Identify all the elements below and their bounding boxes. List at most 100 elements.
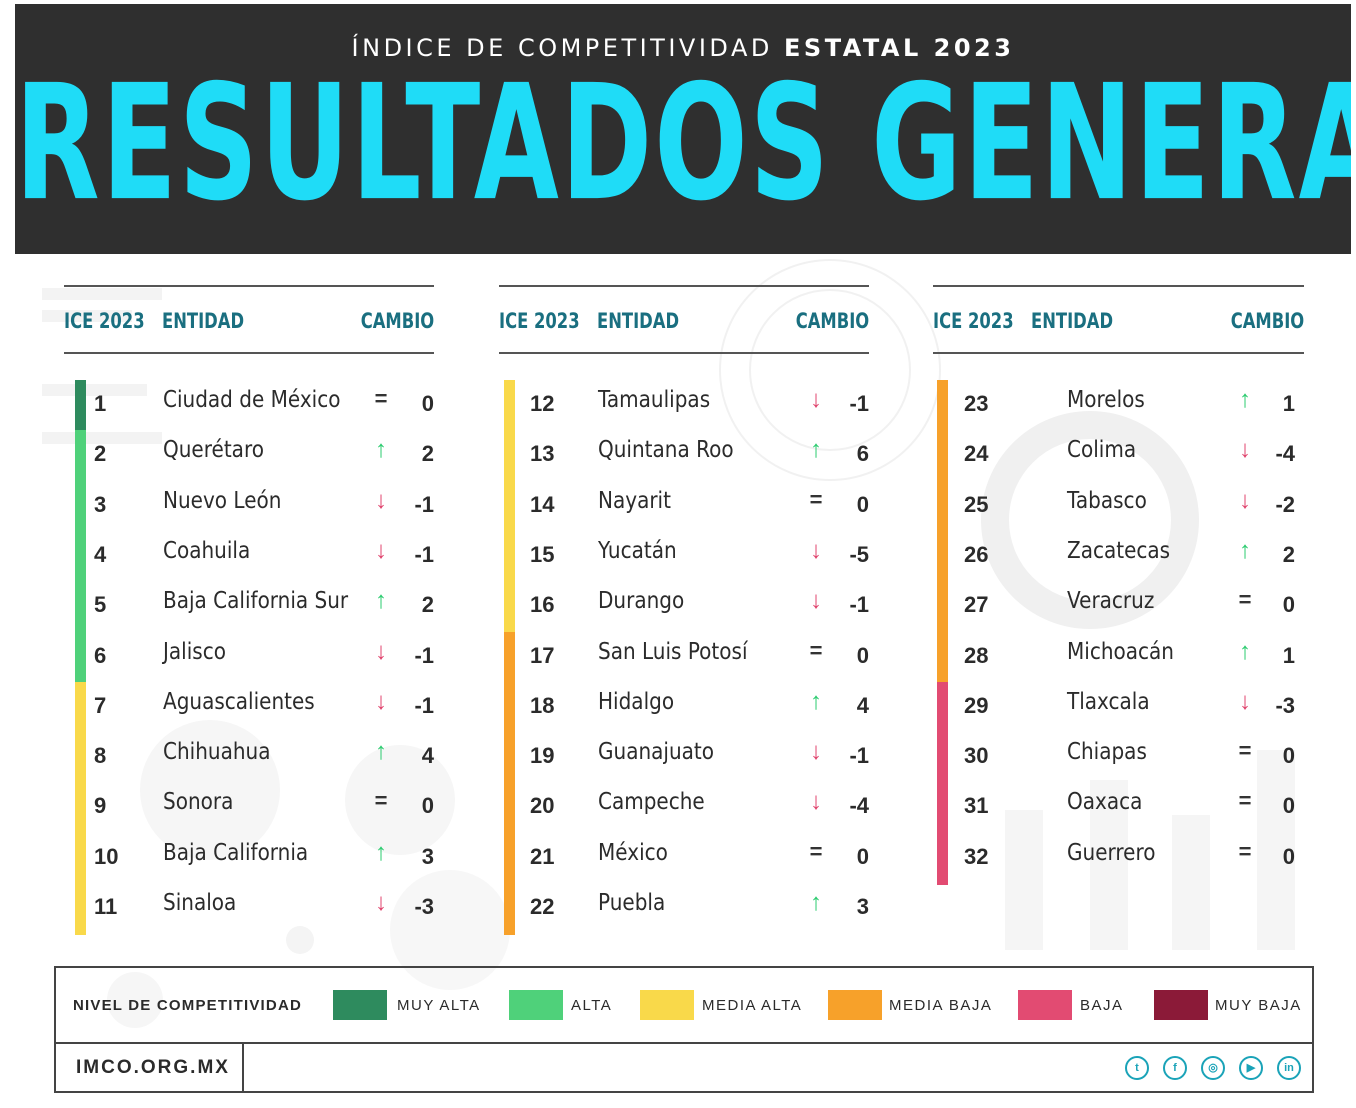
header-entity: ENTIDAD xyxy=(162,309,245,333)
level-bar xyxy=(75,380,86,432)
change-value: 3 xyxy=(421,844,434,869)
ranking-column-3: ICE 2023 ENTIDAD CAMBIO xyxy=(933,285,1304,354)
table-row: 4 Coahuila ↓ -1 xyxy=(64,527,436,583)
legend-title: NIVEL DE COMPETITIVIDAD xyxy=(73,997,303,1014)
level-bar xyxy=(937,481,948,533)
legend-swatch-media-alta xyxy=(640,990,694,1020)
entity-name: Chihuahua xyxy=(163,739,271,765)
table-row: 10 Baja California ↑ 3 xyxy=(64,829,436,885)
change-value: -4 xyxy=(849,793,869,818)
twitter-icon[interactable]: t xyxy=(1125,1056,1149,1080)
table-row: 29 Tlaxcala ↓ -3 xyxy=(933,678,1305,734)
linkedin-icon[interactable]: in xyxy=(1277,1056,1301,1080)
legend-swatch-media-baja xyxy=(828,990,882,1020)
level-bar xyxy=(937,682,948,734)
column-header: ICE 2023 ENTIDAD CAMBIO xyxy=(499,285,869,354)
level-bar xyxy=(937,380,948,432)
legend-swatch-muy-alta xyxy=(333,990,387,1020)
equal-icon: = xyxy=(1238,587,1252,612)
entity-name: Baja California Sur xyxy=(163,588,349,614)
arrow-up-icon: ↑ xyxy=(375,839,387,866)
rank-number: 24 xyxy=(964,441,989,466)
rank-number: 21 xyxy=(530,844,555,869)
rank-number: 10 xyxy=(94,844,119,869)
footer-divider xyxy=(242,1042,244,1093)
level-bar xyxy=(504,380,515,432)
page-title: RESULTADOS GENERALES xyxy=(15,50,1351,236)
table-row: 27 Veracruz = 0 xyxy=(933,577,1305,633)
change-value: -3 xyxy=(1275,693,1295,718)
header-rank: ICE 2023 xyxy=(64,309,145,333)
rank-number: 4 xyxy=(94,542,107,567)
subtitle-light: ÍNDICE DE COMPETITIVIDAD xyxy=(351,34,773,62)
arrow-down-icon: ↓ xyxy=(375,638,387,665)
rank-number: 5 xyxy=(94,592,107,617)
level-bar xyxy=(937,782,948,834)
site-link[interactable]: IMCO.ORG.MX xyxy=(76,1057,230,1078)
column-header: ICE 2023 ENTIDAD CAMBIO xyxy=(64,285,434,354)
change-value: 0 xyxy=(1282,592,1295,617)
level-bar xyxy=(504,531,515,583)
table-row: 19 Guanajuato ↓ -1 xyxy=(499,728,871,784)
entity-name: Durango xyxy=(598,588,685,614)
arrow-up-icon: ↑ xyxy=(810,889,822,916)
change-value: 0 xyxy=(421,391,434,416)
change-value: 4 xyxy=(421,743,434,768)
change-value: 0 xyxy=(421,793,434,818)
column-header: ICE 2023 ENTIDAD CAMBIO xyxy=(933,285,1304,354)
instagram-icon[interactable]: ◎ xyxy=(1201,1056,1225,1080)
equal-icon: = xyxy=(809,487,823,512)
level-bar xyxy=(937,732,948,784)
arrow-down-icon: ↓ xyxy=(810,537,822,564)
header-subtitle: ÍNDICE DE COMPETITIVIDAD ESTATAL 2023 xyxy=(15,34,1351,62)
entity-name: Sonora xyxy=(163,789,234,815)
entity-name: Oaxaca xyxy=(1067,789,1143,815)
table-row: 21 México = 0 xyxy=(499,829,871,885)
entity-name: Tabasco xyxy=(1067,488,1147,514)
arrow-up-icon: ↑ xyxy=(1239,386,1251,413)
facebook-icon[interactable]: f xyxy=(1163,1056,1187,1080)
level-bar xyxy=(504,430,515,482)
rank-number: 1 xyxy=(94,391,107,416)
change-value: 0 xyxy=(856,492,869,517)
arrow-up-icon: ↑ xyxy=(1239,638,1251,665)
arrow-up-icon: ↑ xyxy=(810,688,822,715)
change-value: -1 xyxy=(414,693,434,718)
table-row: 14 Nayarit = 0 xyxy=(499,477,871,533)
change-value: 6 xyxy=(856,441,869,466)
header-rank: ICE 2023 xyxy=(933,309,1014,333)
youtube-icon[interactable]: ▶ xyxy=(1239,1056,1263,1080)
ranking-column-1: ICE 2023 ENTIDAD CAMBIO xyxy=(64,285,434,354)
equal-icon: = xyxy=(1238,788,1252,813)
rank-number: 25 xyxy=(964,492,989,517)
change-value: -1 xyxy=(414,492,434,517)
entity-name: Aguascalientes xyxy=(163,689,315,715)
change-value: 2 xyxy=(1282,542,1295,567)
table-row: 3 Nuevo León ↓ -1 xyxy=(64,477,436,533)
table-row: 8 Chihuahua ↑ 4 xyxy=(64,728,436,784)
table-row: 26 Zacatecas ↑ 2 xyxy=(933,527,1305,583)
change-value: 0 xyxy=(856,643,869,668)
header-change: CAMBIO xyxy=(360,309,434,333)
equal-icon: = xyxy=(374,386,388,411)
table-row: 30 Chiapas = 0 xyxy=(933,728,1305,784)
rank-number: 19 xyxy=(530,743,555,768)
level-bar xyxy=(937,531,948,583)
change-value: -2 xyxy=(1275,492,1295,517)
entity-name: Querétaro xyxy=(163,437,264,463)
legend-label-alta: ALTA xyxy=(571,997,613,1014)
entity-name: San Luis Potosí xyxy=(598,639,748,665)
level-bar xyxy=(75,531,86,583)
entity-name: Colima xyxy=(1067,437,1137,463)
entity-name: Hidalgo xyxy=(598,689,675,715)
header-change: CAMBIO xyxy=(795,309,869,333)
change-value: 1 xyxy=(1282,391,1295,416)
legend-label-baja: BAJA xyxy=(1080,997,1124,1014)
level-bar xyxy=(75,430,86,482)
arrow-down-icon: ↓ xyxy=(810,587,822,614)
table-row: 18 Hidalgo ↑ 4 xyxy=(499,678,871,734)
change-value: 0 xyxy=(1282,743,1295,768)
rank-number: 6 xyxy=(94,643,107,668)
rank-number: 13 xyxy=(530,441,555,466)
level-bar xyxy=(937,581,948,633)
